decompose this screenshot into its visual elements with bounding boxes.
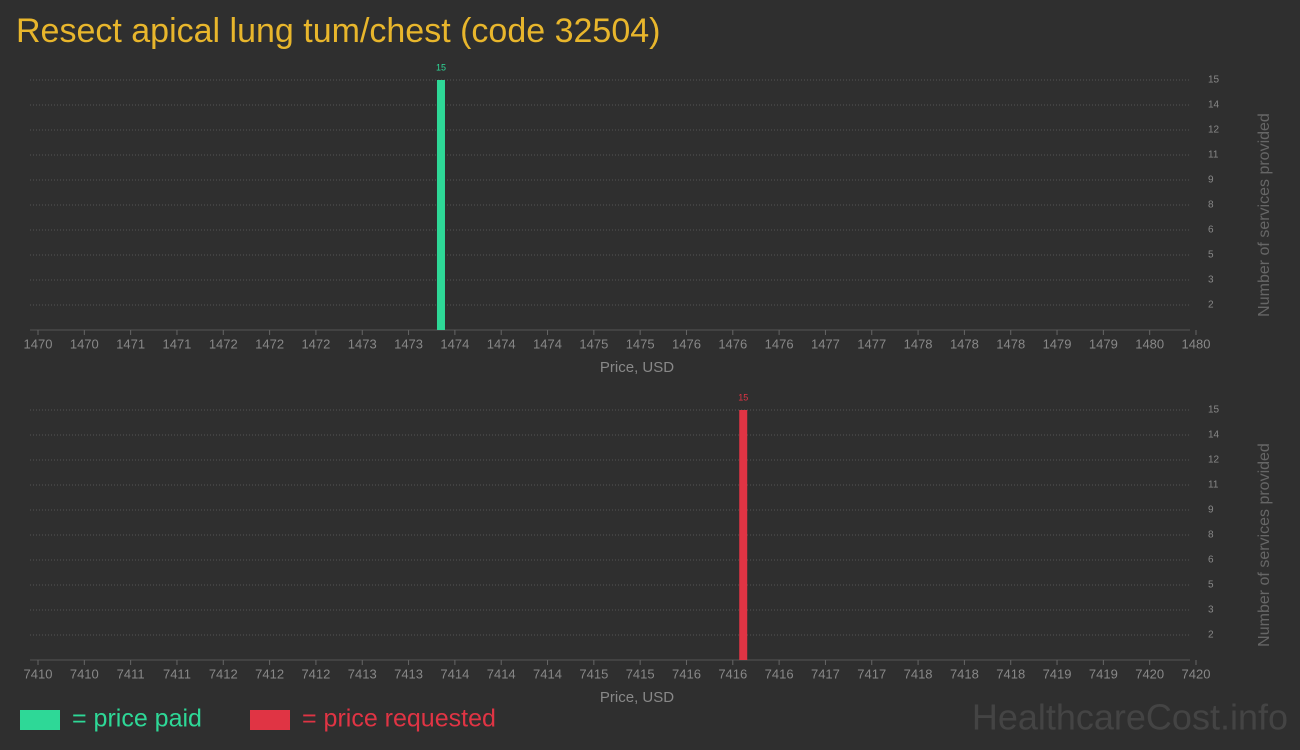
x-tick-label: 1476: [765, 336, 794, 351]
legend-label: = price paid: [72, 705, 202, 733]
x-tick-label: 7416: [765, 666, 794, 681]
x-tick-label: 1471: [162, 336, 191, 351]
x-tick-label: 1480: [1182, 336, 1211, 351]
chart-title: Resect apical lung tum/chest (code 32504…: [16, 12, 660, 50]
x-tick-label: 1476: [672, 336, 701, 351]
y-tick-label: 14: [1208, 430, 1220, 441]
x-tick-label: 1476: [718, 336, 747, 351]
x-tick-label: 1477: [857, 336, 886, 351]
x-tick-label: 7419: [1089, 666, 1118, 681]
y-tick-label: 11: [1208, 480, 1219, 491]
x-tick-label: 1474: [487, 336, 516, 351]
x-tick-label: 1479: [1043, 336, 1072, 351]
y-tick-label: 6: [1208, 555, 1214, 566]
watermark: HealthcareCost.info: [972, 697, 1288, 738]
legend-swatch: [20, 710, 60, 730]
x-axis-label: Price, USD: [600, 359, 674, 376]
x-tick-label: 1471: [116, 336, 145, 351]
x-tick-label: 7419: [1043, 666, 1072, 681]
bar: [436, 80, 445, 330]
x-tick-label: 7420: [1182, 666, 1211, 681]
x-tick-label: 7415: [626, 666, 655, 681]
y-tick-label: 2: [1208, 300, 1214, 311]
x-tick-label: 7420: [1135, 666, 1164, 681]
y-tick-label: 12: [1208, 125, 1220, 136]
y-tick-label: 9: [1208, 175, 1214, 186]
y-axis-label: Number of services provided: [1256, 113, 1273, 317]
x-tick-label: 1479: [1089, 336, 1118, 351]
data-label: 15: [436, 62, 446, 72]
x-tick-label: 7414: [533, 666, 562, 681]
x-tick-label: 7411: [117, 666, 145, 681]
x-tick-label: 1472: [209, 336, 238, 351]
y-tick-label: 15: [1208, 405, 1220, 416]
x-tick-label: 7413: [348, 666, 377, 681]
y-tick-label: 14: [1208, 100, 1220, 111]
x-tick-label: 1474: [440, 336, 469, 351]
x-tick-label: 7413: [394, 666, 423, 681]
x-tick-label: 7418: [904, 666, 933, 681]
x-tick-label: 1475: [579, 336, 608, 351]
x-tick-label: 7418: [996, 666, 1025, 681]
bar: [739, 410, 748, 660]
x-tick-label: 1478: [904, 336, 933, 351]
x-tick-label: 7418: [950, 666, 979, 681]
legend-swatch: [250, 710, 290, 730]
y-tick-label: 5: [1208, 250, 1214, 261]
x-tick-label: 7411: [163, 666, 191, 681]
y-tick-label: 12: [1208, 455, 1220, 466]
y-tick-label: 9: [1208, 505, 1214, 516]
y-axis-label: Number of services provided: [1256, 443, 1273, 647]
y-tick-label: 5: [1208, 580, 1214, 591]
x-tick-label: 1478: [950, 336, 979, 351]
x-axis-label: Price, USD: [600, 689, 674, 706]
x-tick-label: 7417: [857, 666, 886, 681]
x-tick-label: 7412: [255, 666, 284, 681]
x-tick-label: 1474: [533, 336, 562, 351]
x-tick-label: 7414: [440, 666, 469, 681]
x-tick-label: 1470: [70, 336, 99, 351]
x-tick-label: 1473: [394, 336, 423, 351]
x-tick-label: 7416: [718, 666, 747, 681]
x-tick-label: 7417: [811, 666, 840, 681]
legend-label: = price requested: [302, 705, 496, 733]
y-tick-label: 3: [1208, 275, 1214, 286]
y-tick-label: 8: [1208, 200, 1214, 211]
x-tick-label: 1475: [626, 336, 655, 351]
x-tick-label: 1472: [301, 336, 330, 351]
x-tick-label: 1478: [996, 336, 1025, 351]
x-tick-label: 7412: [301, 666, 330, 681]
data-label: 15: [738, 392, 748, 402]
x-tick-label: 7412: [209, 666, 238, 681]
x-tick-label: 1473: [348, 336, 377, 351]
y-tick-label: 15: [1208, 75, 1220, 86]
y-tick-label: 8: [1208, 530, 1214, 541]
x-tick-label: 7410: [24, 666, 53, 681]
y-tick-label: 2: [1208, 630, 1214, 641]
x-tick-label: 7415: [579, 666, 608, 681]
y-tick-label: 6: [1208, 225, 1214, 236]
x-tick-label: 7414: [487, 666, 516, 681]
x-tick-label: 1470: [24, 336, 53, 351]
x-tick-label: 1472: [255, 336, 284, 351]
x-tick-label: 1480: [1135, 336, 1164, 351]
x-tick-label: 1477: [811, 336, 840, 351]
y-tick-label: 11: [1208, 150, 1219, 161]
x-tick-label: 7410: [70, 666, 99, 681]
y-tick-label: 3: [1208, 605, 1214, 616]
x-tick-label: 7416: [672, 666, 701, 681]
